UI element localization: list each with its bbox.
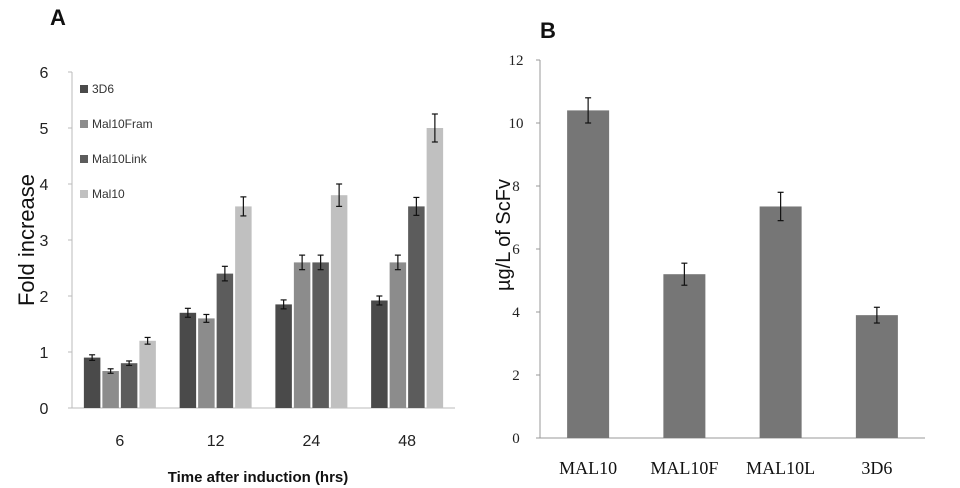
panel-a-legend-label: Mal10Link: [92, 152, 148, 166]
panel-a-bar: [312, 262, 329, 408]
panel-b-x-tick-label: MAL10L: [746, 458, 815, 478]
panel-a-bar: [139, 340, 156, 408]
panel-b-x-tick-label: MAL10: [559, 458, 617, 478]
panel-b-y-tick-label: 12: [509, 53, 524, 69]
panel-a-bar: [371, 300, 388, 408]
panel-b-bars: [567, 97, 898, 439]
panel-a-bar: [389, 262, 407, 408]
panel-a-y-tick-label: 5: [40, 121, 49, 138]
panel-a-legend: 3D6 Mal10Fram Mal10Link Mal10: [80, 82, 153, 201]
panel-a-legend-swatch: [80, 85, 88, 93]
panel-a-y-axis-title: Fold increase: [14, 174, 39, 306]
panel-a-legend-label: Mal10: [92, 187, 125, 201]
panel-b-bar: [759, 206, 802, 438]
panel-b-y-tick-label: 2: [512, 368, 520, 384]
panel-a-bar: [120, 363, 138, 408]
panel-b-bar: [567, 110, 610, 439]
panel-b-bar: [855, 315, 898, 438]
panel-b-bar-chart: B 0 2 4 6 8 10 12 MAL10 MAL10F MAL10L 3D6 µg/L of…: [493, 18, 925, 478]
panel-a-bar: [102, 371, 119, 408]
panel-a-bar: [426, 128, 444, 408]
panel-a-bar: [408, 206, 425, 408]
panel-a-y-tick-label: 0: [40, 401, 49, 418]
panel-b-bar: [663, 274, 706, 438]
panel-a-y-tick-label: 3: [40, 233, 49, 250]
panel-a-x-tick-label: 12: [207, 433, 225, 450]
panel-a-legend-swatch: [80, 120, 88, 128]
panel-b-y-tick-label: 6: [512, 242, 520, 258]
panel-b-y-ticks: 0 2 4 6 8 10 12: [509, 53, 540, 447]
panel-a-legend-label: 3D6: [92, 82, 114, 96]
panel-a-bar: [275, 304, 292, 408]
panel-a-bar: [216, 273, 234, 408]
panel-b-label: B: [540, 18, 556, 43]
panel-a-x-axis-title: Time after induction (hrs): [168, 469, 349, 486]
panel-a-legend-swatch: [80, 155, 88, 163]
panel-a-bar: [179, 312, 197, 408]
panel-a-x-tick-label: 24: [302, 433, 320, 450]
panel-a-bar: [330, 195, 348, 408]
panel-a-y-tick-label: 2: [40, 289, 49, 306]
panel-a-y-ticks: 0 1 2 3 4 5 6: [40, 65, 72, 418]
panel-a-bar: [83, 357, 101, 408]
panel-a-y-tick-label: 4: [40, 177, 49, 194]
panel-a-y-tick-label: 6: [40, 65, 49, 82]
panel-b-y-tick-label: 10: [509, 116, 524, 132]
panel-b-y-axis-title: µg/L of ScFv: [493, 179, 515, 291]
panel-a-y-tick-label: 1: [40, 345, 49, 362]
panel-a-bar: [198, 318, 215, 408]
panel-a-bar: [293, 262, 311, 408]
panel-b-y-tick-label: 0: [512, 431, 520, 447]
panel-b-y-tick-label: 4: [512, 305, 520, 321]
panel-a-legend-label: Mal10Fram: [92, 117, 153, 131]
panel-a-legend-swatch: [80, 190, 88, 198]
panel-b-x-ticks: MAL10 MAL10F MAL10L 3D6: [559, 458, 892, 478]
panel-a-x-tick-label: 48: [398, 433, 416, 450]
panel-b-x-tick-label: MAL10F: [650, 458, 718, 478]
panel-a-bars: [83, 113, 444, 408]
panel-a-x-tick-label: 6: [115, 433, 124, 450]
panel-a-label: A: [50, 5, 66, 30]
panel-b-x-tick-label: 3D6: [861, 458, 892, 478]
panel-a-bar: [235, 206, 252, 408]
panel-a-x-ticks: 6 12 24 48: [115, 433, 416, 450]
panel-b-y-tick-label: 8: [512, 179, 520, 195]
